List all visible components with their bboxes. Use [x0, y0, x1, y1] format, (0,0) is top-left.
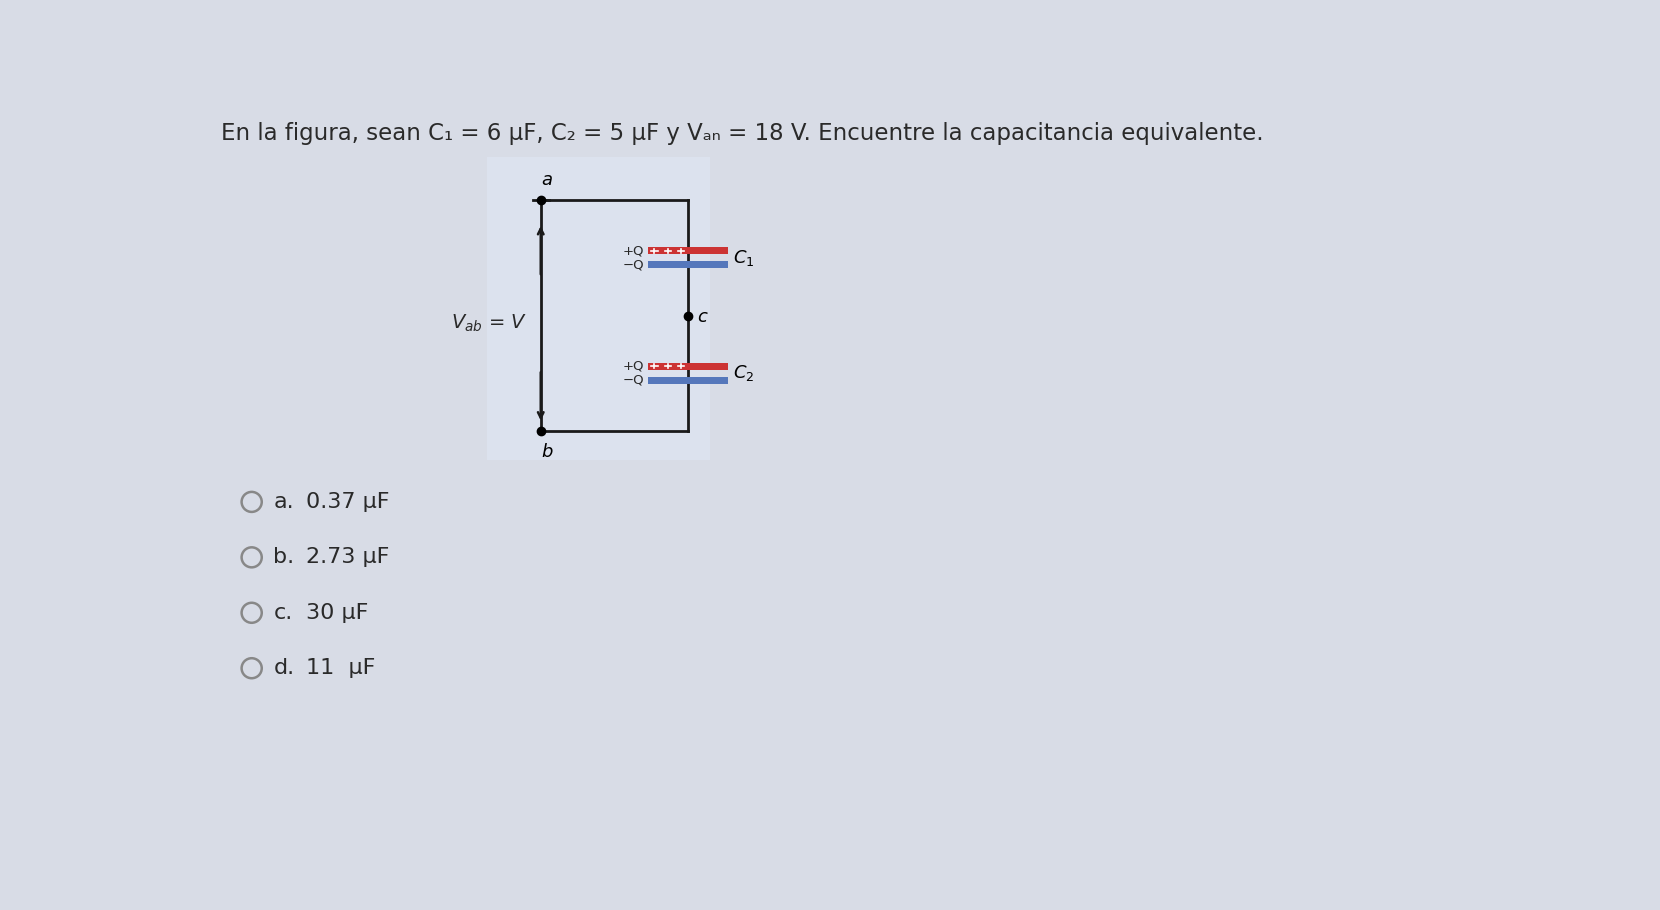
- Text: 30 μF: 30 μF: [305, 602, 369, 622]
- Text: b.: b.: [274, 547, 294, 567]
- Text: d.: d.: [274, 658, 294, 678]
- Text: a: a: [541, 171, 553, 189]
- Text: a.: a.: [274, 492, 294, 512]
- Text: c: c: [697, 308, 707, 326]
- Bar: [647, 248, 729, 254]
- Text: −Q: −Q: [622, 258, 644, 271]
- Bar: [647, 261, 729, 268]
- Text: 11  μF: 11 μF: [305, 658, 375, 678]
- Text: b: b: [541, 443, 553, 461]
- Bar: [647, 377, 729, 384]
- Text: $V_{ab}$ = V: $V_{ab}$ = V: [450, 313, 526, 334]
- Text: +Q: +Q: [622, 359, 644, 373]
- Text: 2.73 μF: 2.73 μF: [305, 547, 390, 567]
- Text: c.: c.: [274, 602, 292, 622]
- Text: $C_2$: $C_2$: [734, 363, 754, 383]
- Text: 0.37 μF: 0.37 μF: [305, 492, 390, 512]
- Text: $C_1$: $C_1$: [734, 248, 754, 268]
- Text: En la figura, sean C₁ = 6 μF, C₂ = 5 μF y Vₐₙ = 18 V. Encuentre la capacitancia : En la figura, sean C₁ = 6 μF, C₂ = 5 μF …: [221, 122, 1263, 146]
- Bar: [486, 157, 710, 460]
- Bar: [647, 363, 729, 369]
- Text: −Q: −Q: [622, 374, 644, 387]
- Text: +Q: +Q: [622, 245, 644, 258]
